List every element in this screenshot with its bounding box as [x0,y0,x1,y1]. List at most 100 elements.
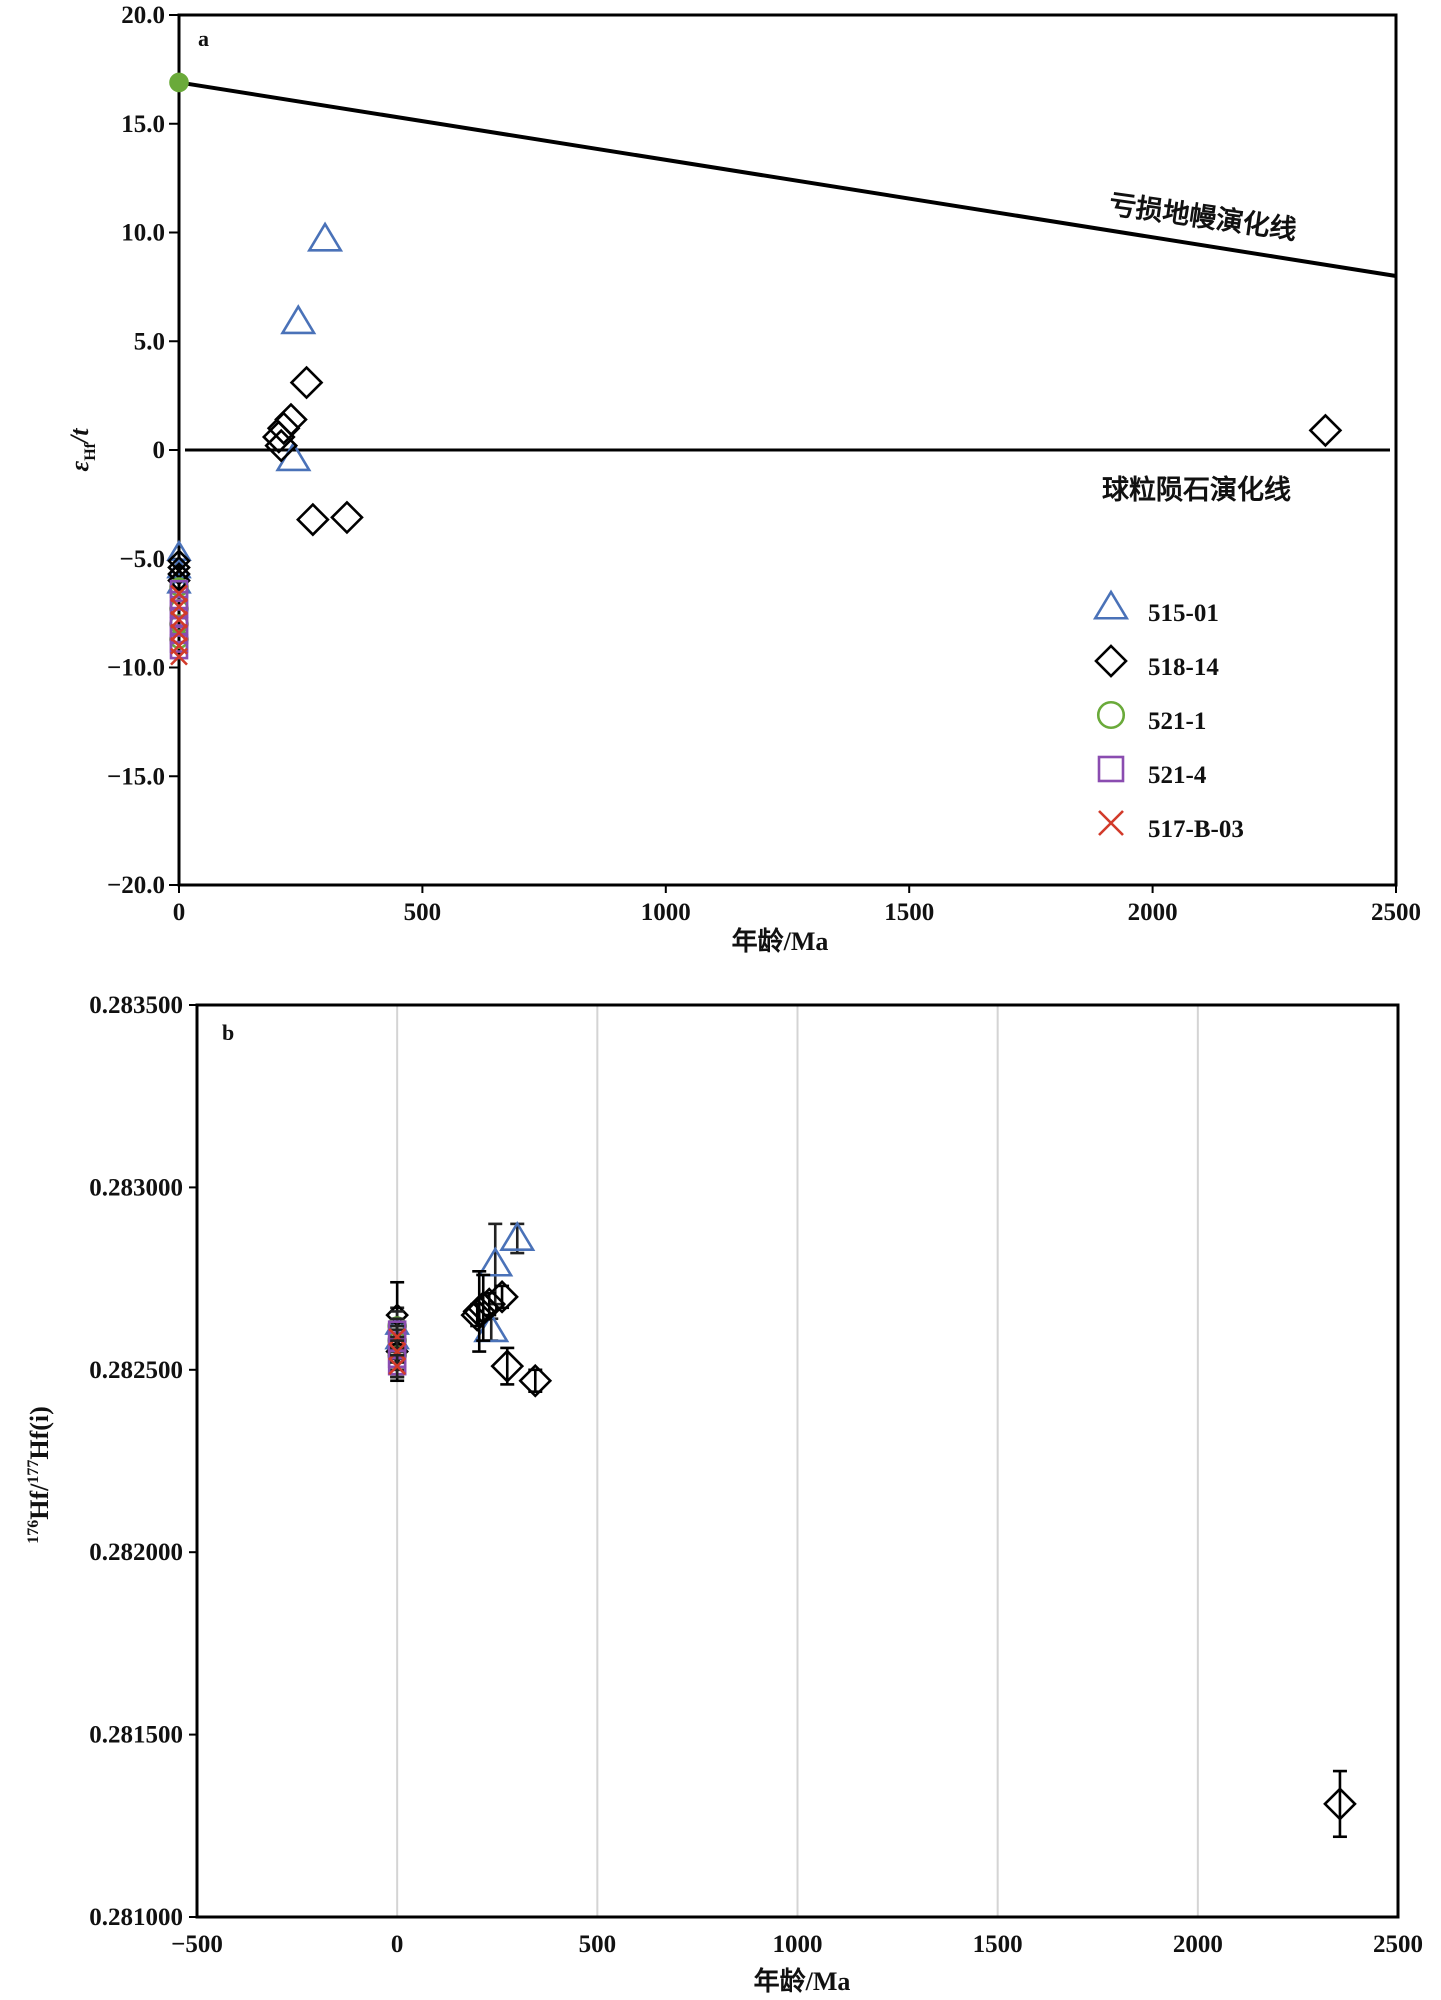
x-tick-label: 0 [391,1931,404,1958]
point-518-14-diamond [296,502,330,537]
depleted-mantle-line [178,80,1397,278]
point-521-1-circle [169,72,189,93]
point-515-01-triangle [306,221,344,252]
y-tick-label: 0.282000 [89,1539,183,1566]
reference-lines-a [178,80,1397,452]
point-518-14-diamond [1094,644,1128,678]
legend-label: 515-01 [1148,600,1219,627]
legend-marker-circle [1096,700,1126,730]
y-tick-label: 20.0 [121,2,165,29]
panel-label-b: b [222,1020,234,1045]
point-515-01-triangle [1092,589,1130,620]
x-tick-label: 2000 [1173,1931,1223,1958]
x-tick-label: 500 [404,899,442,926]
legend-label: 521-1 [1148,708,1206,735]
y-title-b-sup2: 177 [25,1460,42,1484]
x-axis-title-b: 年龄/Ma [754,1966,851,1996]
plot-frame-b [195,1003,1400,1919]
legend-item-521-4: 521-4 [1097,755,1207,789]
point-518-14-diamond [266,411,301,446]
x-tick-label: 0 [173,899,186,926]
legend-label: 521-4 [1148,762,1207,789]
point-515-01-triangle [499,1220,536,1252]
y-title-a-tail: /t [65,428,94,445]
data-points-a [166,72,1343,666]
x-tick-label: 2000 [1128,899,1178,926]
legend-item-515-01: 515-01 [1092,589,1219,627]
legend-item-518-14: 518-14 [1094,644,1219,681]
point-521-1-circle [1096,700,1126,730]
point-515-01-triangle [280,304,317,335]
y-tick-label: −10.0 [107,655,165,682]
y-tick-label: 0.281000 [89,1904,183,1931]
data-points-b [384,1220,1357,1839]
legend-marker-diamond [1094,644,1128,678]
point-517-B-03-x [170,610,188,629]
y-tick-label: 0.282500 [89,1357,183,1384]
y-axis-title-b: 176Hf/177Hf(i) [25,1406,54,1544]
y-title-a-sub: Hf [82,442,99,460]
y-axis-a: 20.0 15.0 10.0 5.0 0 −5.0 −10.0 −15.0 −20.0 [107,2,179,899]
y-tick-label: −5.0 [120,546,166,573]
legend-label: 517-B-03 [1148,816,1244,843]
chondrite-label: 球粒陨石演化线 [1102,474,1291,505]
x-tick-label: −500 [171,1931,223,1958]
point-517-B-03-x [170,647,188,666]
point-518-14-diamond [167,568,191,593]
y-tick-label: 0.283500 [89,992,183,1019]
x-tick-label: 2500 [1371,899,1421,926]
point-518-14-diamond [518,1363,553,1398]
x-axis-b: −500 0 500 1000 1500 2000 2500 [171,1931,1423,1958]
gridlines-b [396,1005,1199,1917]
x-tick-label: 1000 [773,1931,823,1958]
panel-label-a: a [198,26,209,51]
legend-marker-square [1097,755,1125,783]
y-tick-label: 0.283000 [89,1174,183,1201]
x-tick-label: 500 [579,1931,617,1958]
y-tick-label: 0 [153,437,166,464]
legend-marker-triangle [1092,589,1130,620]
point-518-14-diamond [330,500,364,535]
depleted-mantle-label: 亏损地幔演化线 [1107,188,1298,245]
legend-item-521-1: 521-1 [1096,700,1206,735]
y-tick-label: −20.0 [107,872,165,899]
point-518-14-diamond [460,1298,495,1332]
y-tick-label: 10.0 [121,220,165,247]
legend-label: 518-14 [1148,654,1219,681]
x-tick-label: 1000 [641,899,691,926]
y-tick-label: 0.281500 [89,1722,183,1749]
x-tick-label: 1500 [973,1931,1023,1958]
y-title-a-main: ε [65,460,94,471]
y-axis-title-a: εHf/t [65,428,99,472]
panel-b: b 0.283500 0.283000 0.282500 0.282000 0.2815… [25,992,1423,1996]
y-tick-label: −15.0 [107,763,165,790]
x-axis-a: 0 500 1000 1500 2000 2500 [173,885,1421,926]
y-title-b-tail: Hf(i) [25,1406,54,1459]
point-515-01-triangle [477,1246,514,1277]
x-axis-title-a: 年龄/Ma [732,926,829,956]
legend-item-517-B-03: 517-B-03 [1098,810,1244,843]
point-518-14-diamond [1308,413,1343,448]
point-517-B-03-x [388,1342,407,1361]
y-tick-label: 5.0 [134,328,165,355]
point-517-B-03-x [170,597,188,616]
panel-a: a 20.0 15.0 10.0 5.0 0 −5.0 −10.0 −15.0 −20.0 0 5… [65,2,1421,956]
point-517-B-03-x [170,623,188,642]
y-axis-b: 0.283500 0.283000 0.282500 0.282000 0.281500… [89,992,197,1931]
point-517-B-03-x [388,1357,407,1376]
y-tick-label: 15.0 [121,111,165,138]
point-517-B-03-x [170,584,188,603]
x-tick-label: 2500 [1373,1931,1423,1958]
legend: 515-01 518-14 521-1 521-4 517-B-03 [1092,589,1244,843]
point-518-14-diamond [1323,1787,1357,1821]
point-518-14-diamond [167,562,191,586]
point-521-4-square [169,579,189,599]
point-521-4-square [1097,755,1125,783]
point-518-14-diamond [490,1349,525,1383]
legend-marker-x [1098,810,1124,836]
x-tick-label: 1500 [884,899,934,926]
point-517-B-03-x [1098,810,1124,836]
point-517-B-03-x [388,1328,407,1346]
point-518-14-diamond [289,365,324,400]
